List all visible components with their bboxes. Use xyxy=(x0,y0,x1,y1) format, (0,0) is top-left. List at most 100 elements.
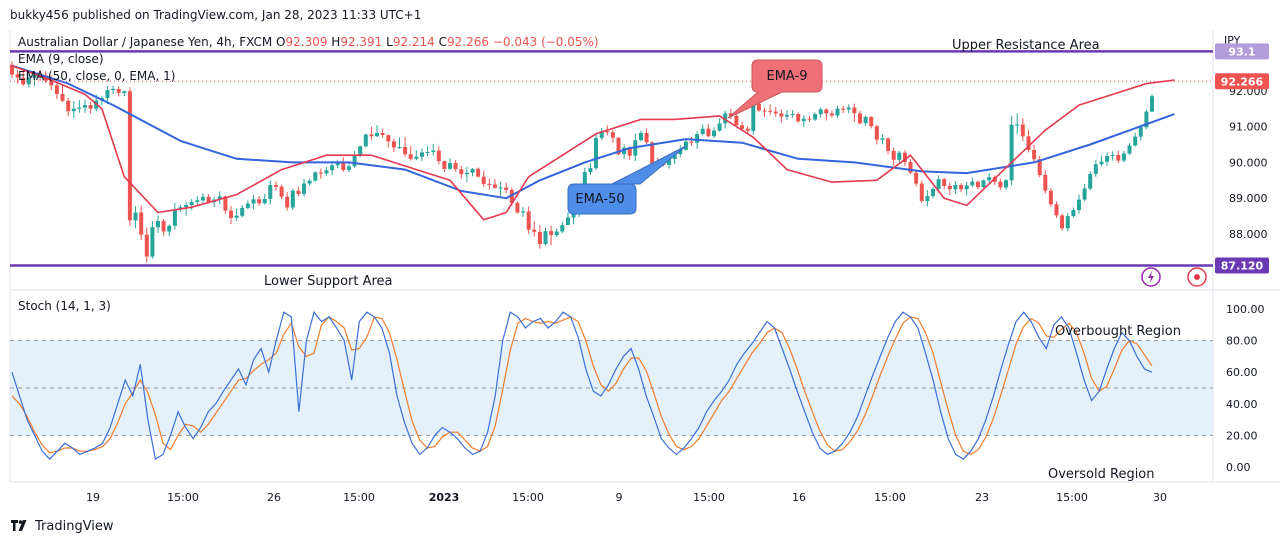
candle-body xyxy=(1015,124,1020,126)
candle-body xyxy=(420,152,424,157)
candle-body xyxy=(605,131,610,133)
candle-body xyxy=(245,203,250,208)
candle-body xyxy=(223,196,228,211)
candle-body xyxy=(408,154,413,159)
candle-body xyxy=(1077,199,1081,210)
candle-body xyxy=(807,118,812,120)
time-tick-label: 15:00 xyxy=(693,491,725,504)
candle-body xyxy=(313,172,318,181)
candle-body xyxy=(908,162,913,173)
candle-body xyxy=(717,123,722,131)
candle-body xyxy=(431,150,436,152)
candle-body xyxy=(307,180,312,184)
alert-lightning-icon xyxy=(1141,267,1161,287)
candle-body xyxy=(829,113,834,116)
ema50-callout-label: EMA-50 xyxy=(575,192,624,207)
record-dot-icon xyxy=(1194,274,1200,280)
candle-body xyxy=(981,180,986,188)
legend-symbol: Australian Dollar / Japanese Yen, 4h, FX… xyxy=(18,35,599,49)
candle-body xyxy=(341,162,346,170)
candle-body xyxy=(959,185,964,190)
candle-body xyxy=(1105,156,1110,162)
candle-body xyxy=(723,113,728,124)
candle-body xyxy=(543,231,548,244)
candle-body xyxy=(532,229,537,232)
candle-body xyxy=(1127,145,1132,154)
candle-body xyxy=(768,110,773,112)
candle-body xyxy=(835,108,840,116)
candle-body xyxy=(229,210,233,218)
candle-body xyxy=(375,133,379,137)
candle-body xyxy=(251,199,256,204)
lower-support-label: Lower Support Area xyxy=(264,274,393,289)
candle-body xyxy=(953,185,958,190)
candle-body xyxy=(852,107,857,114)
candle-body xyxy=(279,186,284,197)
candle-body xyxy=(436,150,441,161)
candle-body xyxy=(712,130,716,137)
candle-body xyxy=(1004,180,1008,188)
candle-body xyxy=(1110,154,1115,156)
stoch-tick-label: 40.00 xyxy=(1226,398,1258,411)
candle-body xyxy=(925,196,930,202)
candle-body xyxy=(1060,215,1065,229)
candle-body xyxy=(302,183,306,194)
candle-body xyxy=(172,209,177,226)
stoch-k-line xyxy=(11,310,1153,461)
candle-body xyxy=(801,118,806,122)
candle-body xyxy=(184,205,189,208)
candle-body xyxy=(740,125,744,129)
candle-body xyxy=(10,64,14,75)
candle-body xyxy=(15,74,20,78)
candle-body xyxy=(1116,154,1121,161)
candle-body xyxy=(111,89,116,91)
oversold-label: Oversold Region xyxy=(1048,467,1155,482)
support-badge-bg xyxy=(1215,257,1269,274)
resistance-badge-bg xyxy=(1215,43,1269,60)
candle-body xyxy=(869,116,874,127)
tradingview-logo-icon xyxy=(11,519,27,531)
candle-body xyxy=(599,131,604,139)
candle-body xyxy=(785,114,789,117)
candle-body xyxy=(537,231,542,245)
candle-body xyxy=(897,152,902,160)
candle-body xyxy=(891,150,896,160)
candle-body xyxy=(414,156,419,159)
candle-body xyxy=(751,103,756,131)
candle-body xyxy=(330,165,335,171)
candle-body xyxy=(397,147,402,148)
candle-body xyxy=(919,183,924,201)
candle-body xyxy=(26,77,31,85)
stoch-tick-label: 0.00 xyxy=(1226,461,1251,474)
candle-body xyxy=(195,200,200,203)
candle-body xyxy=(594,138,598,169)
candle-body xyxy=(1020,124,1025,137)
footer-brand-label: TradingView xyxy=(35,519,114,534)
candle-body xyxy=(476,168,481,177)
time-tick-label: 16 xyxy=(792,491,806,504)
legend-change: −0.043 (−0.05%) xyxy=(493,35,599,49)
candle-body xyxy=(453,163,458,170)
candle-body xyxy=(1032,149,1037,160)
ema50-line xyxy=(11,64,1175,200)
footer-brand[interactable]: TradingView xyxy=(10,519,114,534)
candle-body xyxy=(650,142,655,164)
candle-body xyxy=(200,196,205,201)
candle-body xyxy=(610,132,615,138)
candle-body xyxy=(998,181,1003,188)
record-icon xyxy=(1187,267,1207,287)
candle-body xyxy=(470,168,475,173)
candle-body xyxy=(987,177,992,181)
candle-body xyxy=(841,108,846,110)
candle-body xyxy=(369,134,374,137)
candle-body xyxy=(672,154,677,159)
candle-body xyxy=(335,162,340,166)
candle-body xyxy=(1133,136,1138,146)
candle-body xyxy=(32,74,37,78)
candle-body xyxy=(122,91,127,93)
legend-close-label: C xyxy=(439,35,447,49)
candle-body xyxy=(1093,164,1098,174)
support-badge: 87.120 xyxy=(1221,260,1264,273)
candle-body xyxy=(678,149,683,155)
